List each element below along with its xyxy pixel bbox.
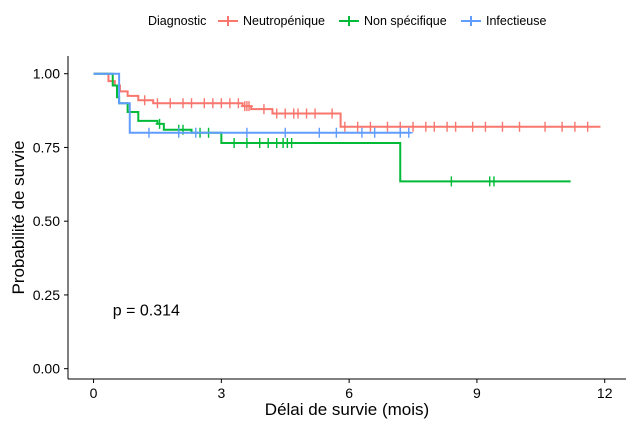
censor-mark-neutropenique (515, 121, 524, 132)
censor-mark-infectieuse (370, 127, 379, 138)
x-axis-title: Délai de survie (mois) (265, 400, 429, 419)
censor-mark-neutropenique (281, 108, 290, 119)
x-tick-label: 6 (345, 385, 353, 401)
censor-mark-infectieuse (281, 127, 290, 138)
censor-mark-non-specifique (155, 118, 164, 129)
y-axis-title: Probabilité de survie (9, 140, 28, 294)
plot-area (93, 72, 601, 187)
censor-mark-neutropenique (311, 108, 320, 119)
censor-mark-neutropenique (340, 121, 349, 132)
censor-mark-neutropenique (153, 98, 162, 109)
censor-mark-neutropenique (383, 121, 392, 132)
y-tick-label: 0.00 (33, 361, 60, 377)
censor-mark-neutropenique (366, 121, 375, 132)
y-tick-label: 0.25 (33, 287, 60, 303)
y-tick-label: 0.75 (33, 139, 60, 155)
censor-mark-neutropenique (208, 98, 217, 109)
censor-mark-infectieuse (404, 127, 413, 138)
censor-mark-neutropenique (421, 121, 430, 132)
censor-mark-non-specifique (489, 176, 498, 187)
censor-mark-neutropenique (498, 121, 507, 132)
censor-mark-infectieuse (174, 127, 183, 138)
axes (67, 56, 626, 380)
legend-title: Diagnostic (148, 14, 206, 28)
censor-mark-neutropenique (302, 108, 311, 119)
censor-mark-neutropenique (481, 121, 490, 132)
legend-label-non-specifique: Non spécifique (364, 14, 447, 28)
x-tick-label: 9 (473, 385, 481, 401)
censor-mark-neutropenique (294, 108, 303, 119)
censor-mark-neutropenique (570, 121, 579, 132)
censor-mark-infectieuse (315, 127, 324, 138)
censor-mark-neutropenique (558, 121, 567, 132)
legend: Diagnostic Neutropénique Non spécifique Inf… (148, 14, 547, 28)
censor-mark-infectieuse (357, 127, 366, 138)
censor-mark-neutropenique (468, 121, 477, 132)
censor-mark-neutropenique (187, 98, 196, 109)
censor-mark-neutropenique (259, 104, 268, 115)
x-tick-label: 12 (597, 385, 613, 401)
censor-mark-non-specifique (264, 138, 273, 149)
x-tick-label: 0 (90, 385, 98, 401)
censor-mark-neutropenique (140, 95, 149, 106)
censor-mark-infectieuse (242, 127, 251, 138)
censor-mark-neutropenique (443, 121, 452, 132)
ticks: 0 3 6 9 12 0.00 0.25 0.50 0.75 1.00 (33, 66, 613, 401)
censor-mark-neutropenique (328, 108, 337, 119)
censor-mark-neutropenique (541, 121, 550, 132)
censor-mark-neutropenique (409, 121, 418, 132)
censor-mark-neutropenique (225, 98, 234, 109)
censor-mark-infectieuse (191, 127, 200, 138)
censor-mark-non-specifique (255, 138, 264, 149)
censor-mark-neutropenique (583, 121, 592, 132)
curve-non-specifique (93, 72, 571, 183)
y-tick-label: 0.50 (33, 213, 60, 229)
censor-mark-neutropenique (179, 98, 188, 109)
censor-mark-infectieuse (396, 127, 405, 138)
p-value-annotation: p = 0.314 (113, 303, 180, 320)
censor-mark-non-specifique (230, 138, 239, 149)
censor-mark-infectieuse (144, 127, 153, 138)
censor-mark-neutropenique (272, 108, 281, 119)
censor-mark-neutropenique (245, 101, 254, 112)
censor-mark-non-specifique (447, 176, 456, 187)
legend-label-infectieuse: Infectieuse (486, 14, 547, 28)
censor-mark-neutropenique (200, 98, 209, 109)
censor-mark-neutropenique (217, 98, 226, 109)
censor-mark-infectieuse (332, 127, 341, 138)
x-tick-label: 3 (217, 385, 225, 401)
y-tick-label: 1.00 (33, 66, 60, 82)
censor-mark-neutropenique (353, 121, 362, 132)
legend-label-neutropenique: Neutropénique (243, 14, 325, 28)
censor-mark-neutropenique (451, 121, 460, 132)
censor-mark-neutropenique (166, 98, 175, 109)
censor-mark-non-specifique (242, 138, 251, 149)
censor-mark-neutropenique (430, 121, 439, 132)
censor-mark-neutropenique (234, 98, 243, 109)
censor-mark-non-specifique (287, 138, 296, 149)
curve-infectieuse (93, 72, 411, 134)
